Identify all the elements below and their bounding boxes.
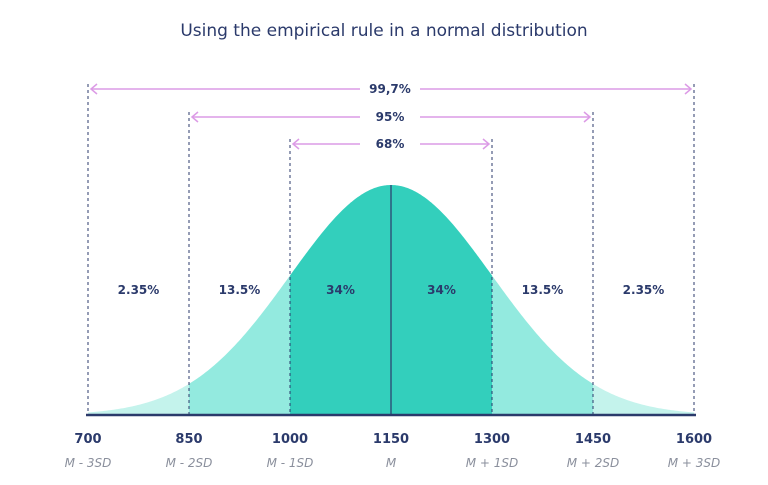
- arrowhead-left-icon: [190, 111, 199, 123]
- x-tick-label: 1150: [373, 432, 409, 447]
- chart-title: Using the empirical rule in a normal dis…: [180, 21, 587, 41]
- x-tick-label: 1600: [676, 432, 712, 447]
- x-tick-label: 1300: [474, 432, 510, 447]
- region-percent-label: 2.35%: [118, 283, 160, 297]
- x-tick-sublabel: M - 3SD: [65, 456, 112, 470]
- x-tick-sublabel: M - 2SD: [166, 456, 213, 470]
- region-percent-label: 13.5%: [522, 283, 564, 297]
- range-label: 99,7%: [369, 82, 411, 96]
- x-tick-sublabel: M - 1SD: [267, 456, 314, 470]
- region-percent-label: 2.35%: [623, 283, 665, 297]
- middle-area-left: [189, 275, 290, 415]
- region-percent-label: 34%: [326, 283, 355, 297]
- x-tick-sublabel: M + 1SD: [466, 456, 519, 470]
- arrowhead-right-icon: [482, 138, 491, 150]
- x-tick-label: 1000: [272, 432, 308, 447]
- arrowhead-right-icon: [583, 111, 592, 123]
- arrowhead-left-icon: [89, 83, 98, 95]
- range-label: 68%: [376, 137, 405, 151]
- x-tick-label: 850: [175, 432, 202, 447]
- range-label: 95%: [376, 110, 405, 124]
- x-tick-sublabel: M + 2SD: [567, 456, 620, 470]
- arrowhead-right-icon: [684, 83, 693, 95]
- x-tick-label: 1450: [575, 432, 611, 447]
- middle-area-right: [492, 275, 593, 415]
- region-percent-label: 34%: [427, 283, 456, 297]
- x-tick-label: 700: [74, 432, 101, 447]
- tail-area-right: [593, 383, 694, 415]
- arrowhead-left-icon: [291, 138, 300, 150]
- x-tick-sublabel: M + 3SD: [668, 456, 721, 470]
- x-tick-sublabel: M: [386, 456, 397, 470]
- region-percent-label: 13.5%: [219, 283, 261, 297]
- tail-area-left: [88, 383, 189, 415]
